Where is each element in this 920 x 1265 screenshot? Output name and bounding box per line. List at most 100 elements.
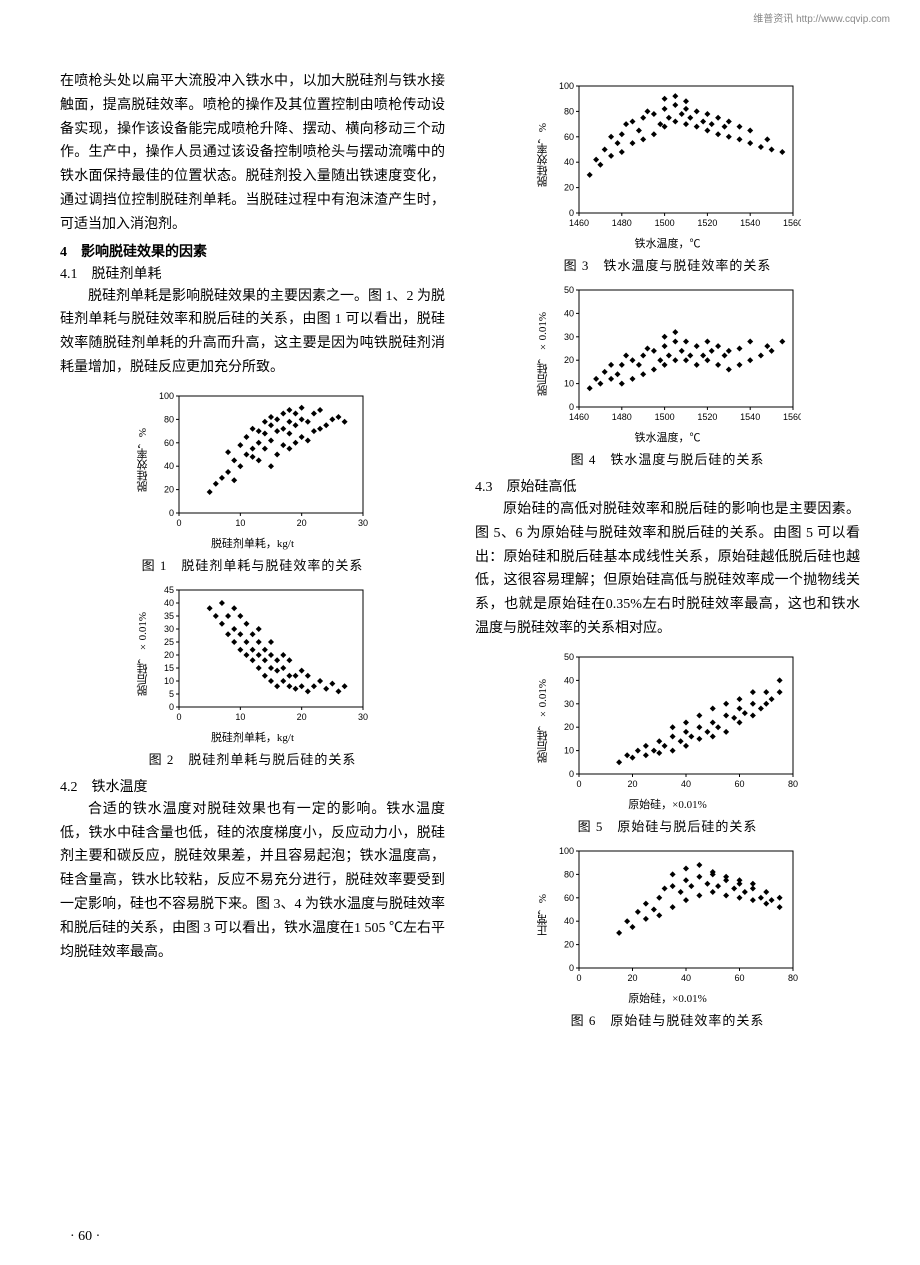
svg-text:1560: 1560: [782, 218, 800, 228]
svg-text:0: 0: [168, 508, 173, 518]
svg-text:5: 5: [168, 689, 173, 699]
chart-4-caption: 图 4 铁水温度与脱后硅的关系: [571, 449, 765, 468]
svg-text:10: 10: [235, 518, 245, 528]
chart-1-caption: 图 1 脱硅剂单耗与脱硅效率的关系: [142, 555, 364, 574]
right-column: 脱硅效率，% 020406080100146014801500152015401…: [475, 70, 860, 1037]
svg-text:1500: 1500: [654, 218, 674, 228]
chart-5-ylabel: 脱后硅，×0.01%: [535, 679, 551, 763]
svg-text:60: 60: [734, 973, 744, 983]
svg-text:1540: 1540: [740, 412, 760, 422]
svg-text:1480: 1480: [611, 218, 631, 228]
svg-text:60: 60: [563, 132, 573, 142]
para-4-3: 原始硅的高低对脱硅效率和脱后硅的影响也是主要因素。图 5、6 为原始硅与脱硅效率…: [475, 498, 860, 641]
svg-text:10: 10: [235, 712, 245, 722]
svg-text:1540: 1540: [740, 218, 760, 228]
svg-text:60: 60: [563, 893, 573, 903]
svg-text:50: 50: [563, 285, 573, 295]
svg-text:1460: 1460: [568, 218, 588, 228]
chart-6-xlabel: 原始硅，×0.01%: [628, 990, 707, 1006]
svg-text:30: 30: [563, 332, 573, 342]
svg-text:40: 40: [563, 157, 573, 167]
svg-text:50: 50: [563, 652, 573, 662]
chart-2-ylabel: 脱后硅，×0.01%: [135, 612, 151, 696]
svg-text:1500: 1500: [654, 412, 674, 422]
chart-5-xlabel: 原始硅，×0.01%: [628, 796, 707, 812]
subsection-4-2: 4.2 铁水温度: [60, 776, 445, 796]
svg-text:25: 25: [163, 637, 173, 647]
svg-text:40: 40: [680, 973, 690, 983]
svg-text:80: 80: [163, 414, 173, 424]
chart-5: 脱后硅，×0.01% 01020304050020406080 原始硅，×0.0…: [475, 649, 860, 835]
chart-3-ylabel: 脱硅效率，%: [535, 123, 551, 187]
svg-text:60: 60: [163, 438, 173, 448]
para-4-2: 合适的铁水温度对脱硅效果也有一定的影响。铁水温度低，铁水中硅含量也低，硅的浓度梯…: [60, 798, 445, 965]
svg-text:40: 40: [680, 779, 690, 789]
svg-text:20: 20: [296, 518, 306, 528]
svg-text:35: 35: [163, 611, 173, 621]
scatter-svg: 0510152025303540450102030: [151, 582, 371, 727]
svg-text:10: 10: [563, 745, 573, 755]
svg-text:30: 30: [163, 624, 173, 634]
chart-5-caption: 图 5 原始硅与脱后硅的关系: [578, 816, 758, 835]
chart-6: 正常，% 020406080100020406080 原始硅，×0.01% 图 …: [475, 843, 860, 1029]
svg-text:0: 0: [176, 712, 181, 722]
chart-3-xlabel: 铁水温度，℃: [635, 235, 701, 251]
svg-text:30: 30: [563, 699, 573, 709]
svg-text:10: 10: [563, 379, 573, 389]
svg-text:1520: 1520: [697, 412, 717, 422]
chart-1-ylabel: 脱硅效率，%: [135, 428, 151, 492]
page-number: · 60 ·: [70, 1229, 100, 1245]
svg-text:40: 40: [563, 675, 573, 685]
subsection-4-3: 4.3 原始硅高低: [475, 476, 860, 496]
svg-text:80: 80: [563, 106, 573, 116]
svg-text:0: 0: [576, 973, 581, 983]
section-4-title: 4 影响脱硅效果的因素: [60, 241, 445, 261]
svg-text:30: 30: [357, 712, 367, 722]
svg-text:100: 100: [158, 391, 173, 401]
svg-text:0: 0: [568, 963, 573, 973]
svg-text:10: 10: [163, 676, 173, 686]
svg-text:20: 20: [563, 722, 573, 732]
scatter-svg: 01020304050020406080: [551, 649, 801, 794]
svg-text:40: 40: [163, 461, 173, 471]
chart-1: 脱硅效率，% 0204060801000102030 脱硅剂单耗，kg/t 图 …: [60, 388, 445, 574]
svg-text:80: 80: [787, 973, 797, 983]
svg-text:20: 20: [163, 650, 173, 660]
scatter-svg: 020406080100146014801500152015401560: [551, 78, 801, 233]
svg-text:1560: 1560: [782, 412, 800, 422]
chart-1-xlabel: 脱硅剂单耗，kg/t: [211, 535, 294, 551]
svg-text:0: 0: [576, 779, 581, 789]
chart-4-xlabel: 铁水温度，℃: [635, 429, 701, 445]
intro-paragraph: 在喷枪头处以扁平大流股冲入铁水中，以加大脱硅剂与铁水接触面，提高脱硅效率。喷枪的…: [60, 70, 445, 237]
svg-text:20: 20: [163, 484, 173, 494]
svg-text:40: 40: [563, 916, 573, 926]
page-columns: 在喷枪头处以扁平大流股冲入铁水中，以加大脱硅剂与铁水接触面，提高脱硅效率。喷枪的…: [60, 70, 860, 1037]
chart-6-ylabel: 正常，%: [535, 894, 551, 936]
svg-text:0: 0: [568, 769, 573, 779]
svg-text:100: 100: [558, 81, 573, 91]
svg-text:1460: 1460: [568, 412, 588, 422]
svg-text:1480: 1480: [611, 412, 631, 422]
svg-text:1520: 1520: [697, 218, 717, 228]
svg-text:0: 0: [168, 702, 173, 712]
chart-4-ylabel: 脱后硅，×0.01%: [535, 312, 551, 396]
svg-text:20: 20: [627, 973, 637, 983]
left-column: 在喷枪头处以扁平大流股冲入铁水中，以加大脱硅剂与铁水接触面，提高脱硅效率。喷枪的…: [60, 70, 445, 1037]
svg-text:0: 0: [176, 518, 181, 528]
para-4-1: 脱硅剂单耗是影响脱硅效果的主要因素之一。图 1、2 为脱硅剂单耗与脱硅效率和脱后…: [60, 285, 445, 380]
svg-text:0: 0: [568, 402, 573, 412]
svg-text:100: 100: [558, 846, 573, 856]
chart-3-caption: 图 3 铁水温度与脱硅效率的关系: [564, 255, 772, 274]
svg-text:60: 60: [734, 779, 744, 789]
subsection-4-1: 4.1 脱硅剂单耗: [60, 263, 445, 283]
chart-2-caption: 图 2 脱硅剂单耗与脱后硅的关系: [149, 749, 357, 768]
chart-2: 脱后硅，×0.01% 0510152025303540450102030 脱硅剂…: [60, 582, 445, 768]
scatter-svg: 020406080100020406080: [551, 843, 801, 988]
svg-text:45: 45: [163, 585, 173, 595]
svg-text:40: 40: [163, 598, 173, 608]
svg-text:20: 20: [563, 939, 573, 949]
svg-text:40: 40: [563, 308, 573, 318]
scatter-svg: 0204060801000102030: [151, 388, 371, 533]
chart-6-caption: 图 6 原始硅与脱硅效率的关系: [571, 1010, 765, 1029]
chart-4: 脱后硅，×0.01% 01020304050146014801500152015…: [475, 282, 860, 468]
